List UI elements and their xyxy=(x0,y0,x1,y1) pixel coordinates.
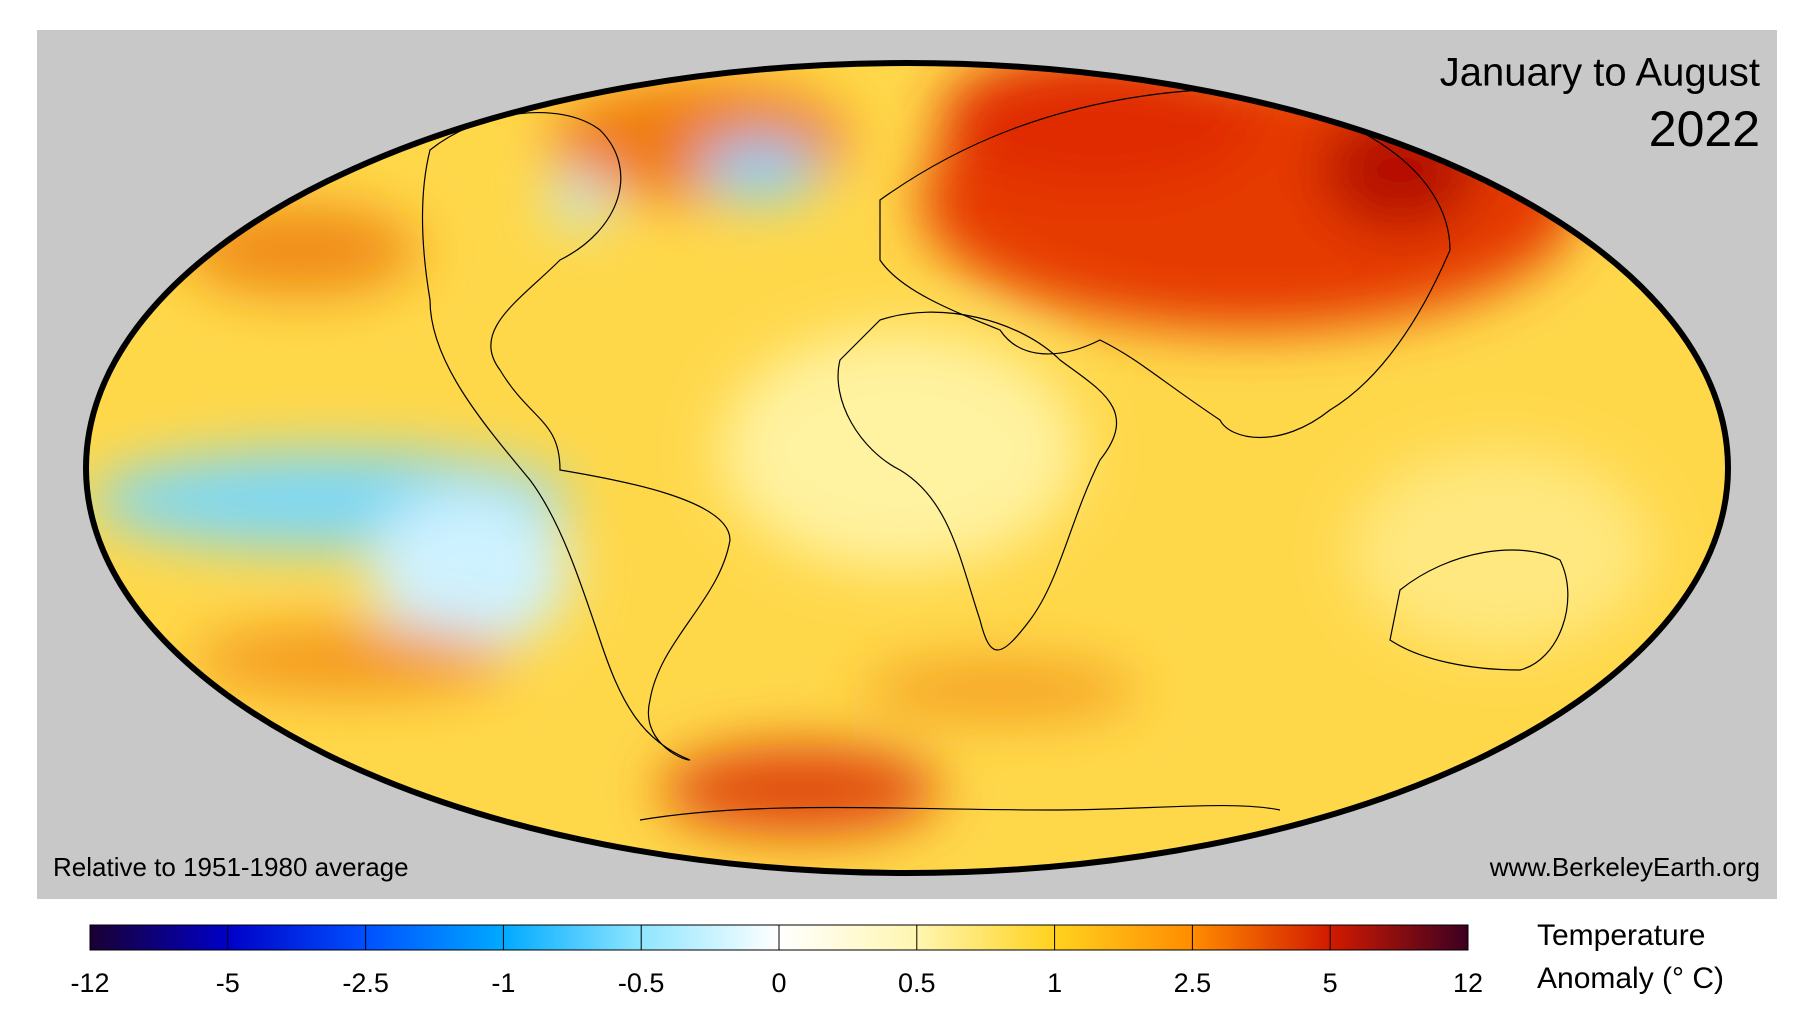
map xyxy=(86,63,1728,873)
colorbar-tick-label: -2.5 xyxy=(342,968,389,998)
colorbar-tick-label: -1 xyxy=(491,968,515,998)
title-line: January to August xyxy=(1440,51,1760,95)
colorbar-label: Temperature xyxy=(1537,919,1705,952)
source: www.BerkeleyEarth.org xyxy=(1489,852,1760,882)
colorbar-label: Anomaly (° C) xyxy=(1537,962,1724,995)
colorbar-tick-label: 1 xyxy=(1047,968,1062,998)
colorbar-tick-label: 12 xyxy=(1453,968,1483,998)
title-year: 2022 xyxy=(1649,101,1760,157)
colorbar-tick-label: -5 xyxy=(216,968,240,998)
colorbar-tick-label: -12 xyxy=(70,968,109,998)
colorbar-tick-label: 2.5 xyxy=(1174,968,1212,998)
colorbar-tick-label: 5 xyxy=(1323,968,1338,998)
colorbar-ticks: -12 -5 -2.5 -1 -0.5 0 0.5 1 2.5 5 12 xyxy=(70,925,1483,998)
globe-outline xyxy=(83,60,1731,876)
colorbar-tick-label: 0 xyxy=(771,968,786,998)
baseline-note: Relative to 1951-1980 average xyxy=(53,852,409,882)
colorbar-tick-label: 0.5 xyxy=(898,968,936,998)
colorbar-tick-label: -0.5 xyxy=(618,968,665,998)
